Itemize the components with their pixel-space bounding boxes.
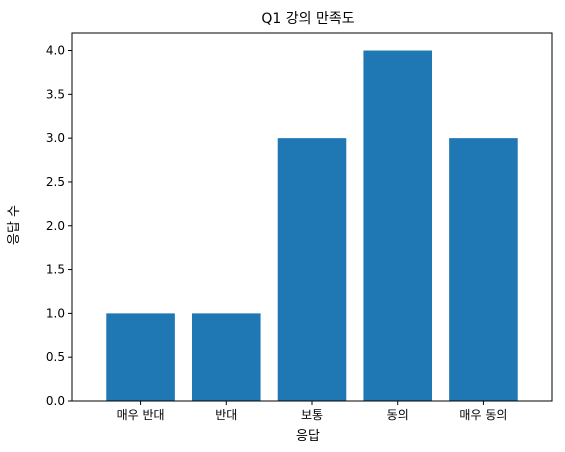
- bar-2: [192, 313, 261, 401]
- x-tick-label: 보통: [301, 408, 323, 422]
- x-tick-label: 매우 반대: [117, 408, 165, 422]
- y-axis-title: 응답 수: [7, 205, 22, 245]
- chart-title: Q1 강의 만족도: [261, 11, 354, 27]
- y-tick-label: 3.0: [46, 131, 65, 145]
- x-tick-label: 매우 동의: [459, 408, 507, 422]
- y-tick-label: 2.0: [46, 219, 65, 233]
- x-tick-label: 반대: [215, 408, 237, 422]
- y-axis-ticks: 0.0 0.5 1.0 1.5 2.0 2.5 3.0 3.5 4.0: [46, 44, 72, 408]
- y-tick-label: 0.5: [46, 350, 65, 364]
- y-tick-label: 3.5: [46, 87, 65, 101]
- y-tick-label: 1.5: [46, 263, 65, 277]
- bar-1: [106, 313, 175, 401]
- y-tick-label: 1.0: [46, 306, 65, 320]
- y-tick-label: 0.0: [46, 394, 65, 408]
- bar-5: [449, 138, 518, 401]
- plot-frame: [71, 32, 553, 402]
- bar-3: [277, 138, 347, 401]
- x-axis-title: 응답: [296, 429, 320, 444]
- bars-group: [106, 50, 518, 402]
- x-tick-label: 동의: [387, 408, 409, 422]
- y-tick-label: 4.0: [46, 44, 65, 58]
- y-tick-label: 2.5: [46, 175, 65, 189]
- x-axis-ticks: 매우 반대 반대 보통 동의 매우 동의: [117, 401, 507, 422]
- bar-4: [363, 50, 432, 402]
